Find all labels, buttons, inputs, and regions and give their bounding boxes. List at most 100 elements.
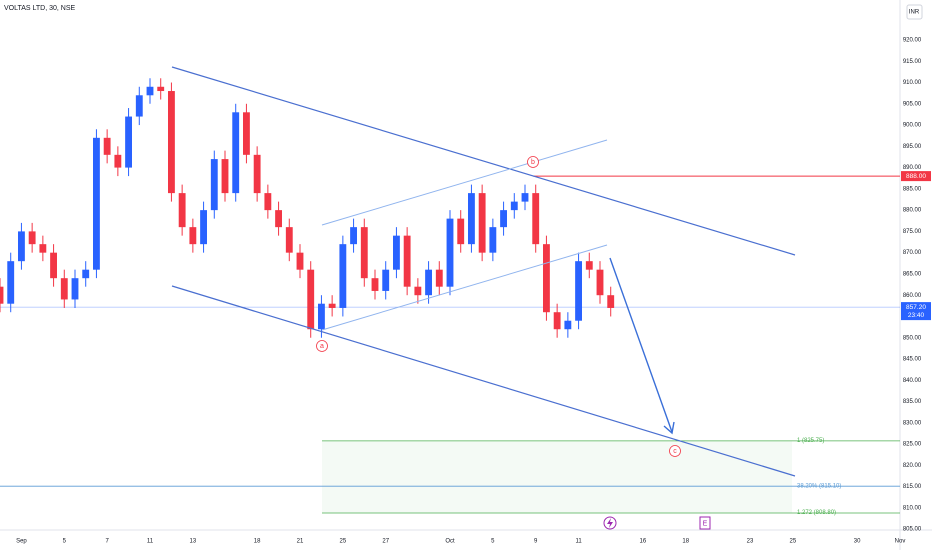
price-tag-label: 888.00 — [906, 173, 926, 180]
candle-body — [339, 244, 347, 308]
x-tick-label: 9 — [534, 539, 538, 545]
wave-marker — [669, 445, 681, 457]
candle-body — [328, 303, 336, 308]
candle-body — [307, 269, 315, 330]
y-tick-label: 910.00 — [903, 80, 922, 86]
inner-channel-upper — [321, 139, 608, 226]
currency: INR — [909, 10, 920, 16]
channel-upper — [171, 66, 796, 256]
candle-body — [468, 193, 475, 245]
y-tick-label: 850.00 — [903, 335, 922, 341]
y-tick-label: 825.00 — [903, 442, 922, 448]
inner-channel-lower — [321, 244, 608, 331]
candle-body — [457, 218, 465, 245]
candle-body — [382, 269, 390, 291]
projection-arrow — [609, 257, 673, 433]
x-tick-label: 25 — [790, 539, 797, 545]
candle-body — [318, 303, 325, 330]
currency-box[interactable] — [906, 4, 923, 20]
x-tick-label: 30 — [854, 539, 861, 545]
candle-body — [125, 116, 132, 168]
y-tick-label: 815.00 — [903, 484, 922, 490]
y-tick-label: 880.00 — [903, 208, 922, 214]
wave-marker — [316, 340, 328, 352]
fib-label: 1 (825.75) — [797, 438, 824, 444]
candle-body — [189, 227, 197, 245]
candle-body — [221, 159, 229, 194]
candle-body — [200, 210, 207, 245]
candle-body — [500, 210, 507, 228]
candle-body — [607, 295, 615, 308]
candle-body — [435, 269, 443, 287]
y-tick-label: 810.00 — [903, 505, 922, 511]
candle-body — [596, 269, 604, 296]
y-tick-label: 830.00 — [903, 420, 922, 426]
candle-body — [243, 112, 250, 155]
x-tick-label: 21 — [297, 539, 304, 545]
y-tick-label: 835.00 — [903, 399, 922, 405]
fib-label: 1.272 (808.80) — [797, 510, 836, 516]
y-tick-label: 890.00 — [903, 165, 922, 171]
candle-body — [532, 193, 540, 245]
candle-body — [0, 286, 4, 304]
lightning — [607, 518, 613, 528]
y-tick-label: 875.00 — [903, 229, 922, 235]
candle-body — [521, 193, 529, 202]
candle-body — [489, 227, 497, 253]
fib-label: 38.20% (815.10) — [797, 483, 841, 489]
candle-body — [210, 159, 218, 211]
wave-label: a — [320, 343, 324, 350]
x-tick-label: 25 — [340, 539, 347, 545]
candle-body — [60, 278, 68, 300]
x-tick-label: 7 — [105, 539, 109, 545]
candle-body — [232, 112, 240, 194]
candle-body — [39, 244, 47, 253]
candle-body — [425, 269, 432, 296]
x-tick-label: 23 — [747, 539, 754, 545]
candle-body — [93, 137, 100, 270]
candle-body — [7, 261, 15, 304]
candle-body — [178, 193, 186, 228]
x-tick-label: 11 — [147, 539, 154, 545]
y-tick-label: 915.00 — [903, 59, 922, 65]
candle-body — [575, 261, 582, 321]
candle-body — [275, 210, 282, 228]
candle-body — [564, 320, 572, 330]
candle-body — [371, 278, 379, 291]
y-tick-label: 860.00 — [903, 293, 922, 299]
y-tick-label: 900.00 — [903, 123, 922, 129]
chart-title: VOLTAS LTD, 30, NSE — [4, 5, 76, 12]
arrow-head — [663, 421, 675, 435]
x-tick-label: 5 — [63, 539, 67, 545]
event-box[interactable] — [699, 516, 711, 530]
x-tick-label: 5 — [491, 539, 495, 545]
candle-body — [18, 231, 25, 262]
candle-body — [103, 137, 111, 155]
x-tick-label: 13 — [190, 539, 197, 545]
channel-lower — [171, 285, 796, 477]
x-tick-label: Oct — [445, 539, 455, 545]
candle-body — [285, 227, 293, 253]
candle-body — [146, 86, 154, 96]
wave-label: c — [673, 448, 677, 455]
event-icon[interactable] — [603, 516, 617, 530]
candle-body — [478, 193, 486, 253]
candle-body — [50, 252, 57, 279]
x-tick-label: 16 — [640, 539, 647, 545]
candle-body — [71, 278, 79, 300]
y-tick-label: 895.00 — [903, 144, 922, 150]
candle-body — [403, 235, 411, 287]
y-tick-label: 870.00 — [903, 250, 922, 256]
candle-body — [114, 154, 122, 168]
candle-body — [393, 235, 400, 270]
candle-body — [360, 227, 368, 279]
y-tick-label: 845.00 — [903, 357, 922, 363]
x-tick-label: 18 — [682, 539, 689, 545]
x-tick-label: Sep — [16, 539, 27, 545]
candle-body — [553, 312, 561, 330]
y-tick-label: 920.00 — [903, 38, 922, 44]
candle-body — [264, 193, 272, 211]
candle-body — [28, 231, 36, 245]
